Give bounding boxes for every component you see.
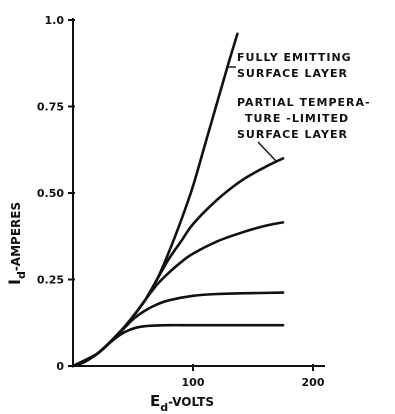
series-line-2 bbox=[71, 157, 285, 368]
y-axis-title-main: I bbox=[5, 279, 24, 285]
y-tick-label: 0.25 bbox=[37, 274, 64, 287]
y-tick-label: 0.75 bbox=[37, 101, 64, 114]
y-tick-label: 0.50 bbox=[37, 187, 64, 200]
x-axis-title-main: E bbox=[150, 392, 160, 410]
tick-labels: 0 0.25 0.50 0.75 1.0 100 200 bbox=[37, 14, 325, 389]
y-tick-label: 1.0 bbox=[45, 14, 65, 27]
y-axis-title: Id-AMPERES bbox=[5, 202, 28, 285]
annotation-leader-partial bbox=[257, 141, 277, 162]
x-tick-label: 200 bbox=[302, 376, 325, 389]
series-line-4 bbox=[71, 291, 285, 368]
annotation-partial: PARTIAL TEMPERA- TURE -LIMITED SURFACE L… bbox=[237, 96, 375, 141]
series-line-5 bbox=[71, 323, 285, 368]
curves bbox=[71, 32, 285, 368]
y-tick-label: 0 bbox=[56, 360, 64, 373]
annotation-partial-line1: PARTIAL TEMPERA- bbox=[237, 96, 371, 109]
annotation-partial-line2: TURE -LIMITED bbox=[245, 112, 349, 125]
annotation-partial-line3: SURFACE LAYER bbox=[237, 128, 348, 141]
x-axis-title: Ed-VOLTS bbox=[150, 392, 214, 414]
annotation-fully-emitting: FULLY EMITTING SURFACE LAYER bbox=[237, 51, 357, 80]
ticks bbox=[68, 19, 314, 371]
annotation-fully-emitting-line1: FULLY EMITTING bbox=[237, 51, 352, 64]
series-line-1 bbox=[71, 32, 239, 368]
x-axis-title-sub: d bbox=[160, 401, 168, 414]
y-axis-title-rest: -AMPERES bbox=[9, 202, 23, 271]
annotation-fully-emitting-line2: SURFACE LAYER bbox=[237, 67, 348, 80]
y-axis-title-sub: d bbox=[15, 271, 28, 279]
x-tick-label: 100 bbox=[182, 376, 205, 389]
x-axis-title-rest: -VOLTS bbox=[168, 395, 214, 409]
